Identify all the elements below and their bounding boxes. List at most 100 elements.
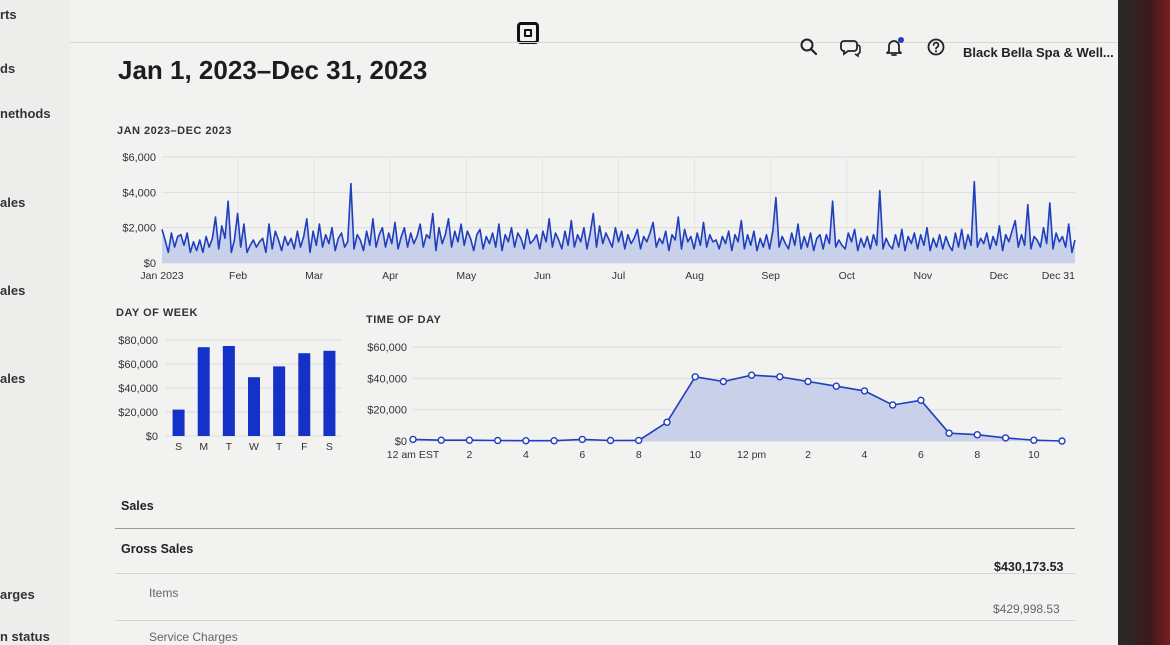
- x-tick-label: S: [326, 441, 333, 453]
- bar: [298, 353, 311, 436]
- sidebar-item-payment-methods[interactable]: nethods: [0, 106, 51, 121]
- time-of-day-chart[interactable]: $60,000 $40,000 $20,000 $012 am EST 2 4 6 8 10 12…: [360, 336, 1080, 476]
- x-tick-label: Dec 31: [1042, 270, 1075, 282]
- series-area: [413, 375, 1062, 441]
- x-tick-label: Mar: [305, 270, 324, 282]
- x-tick-label: Jun: [534, 270, 551, 282]
- notifications-bell-icon[interactable]: [883, 36, 905, 58]
- square-logo-icon[interactable]: [517, 22, 539, 44]
- data-point: [409, 435, 417, 444]
- x-tick-label: 8: [636, 449, 642, 461]
- data-point: [1030, 436, 1038, 444]
- x-tick-label: Jul: [612, 270, 625, 282]
- sales-section-title: Sales: [121, 499, 154, 513]
- x-tick-label: 8: [974, 449, 980, 461]
- y-tick-label: $4,000: [122, 187, 156, 199]
- sidebar-item-sales-1[interactable]: ales: [0, 195, 26, 210]
- row-value: $430,173.53: [994, 560, 1064, 574]
- data-point: [719, 377, 728, 386]
- x-tick-label: Aug: [685, 270, 704, 282]
- y-tick-label: $20,000: [367, 405, 407, 417]
- y-tick-label: $60,000: [118, 359, 158, 371]
- data-point: [917, 396, 925, 405]
- sidebar-item-status[interactable]: n status: [0, 629, 50, 644]
- row-label: Service Charges: [149, 630, 238, 644]
- data-point: [522, 436, 530, 445]
- x-tick-label: May: [456, 270, 477, 282]
- page-title: Jan 1, 2023–Dec 31, 2023: [118, 55, 428, 85]
- x-tick-label: S: [175, 441, 182, 453]
- x-tick-label: 10: [1028, 449, 1040, 461]
- sidebar-nav: rts ds nethods ales ales ales arges n st…: [0, 0, 70, 645]
- bar: [273, 366, 286, 436]
- sidebar-item-sales-3[interactable]: ales: [0, 371, 26, 386]
- data-point: [635, 436, 643, 445]
- x-tick-label: 4: [523, 449, 529, 461]
- row-divider: [115, 620, 1075, 621]
- x-tick-label: Apr: [382, 270, 399, 282]
- y-tick-label: $0: [146, 431, 158, 443]
- bar: [323, 350, 336, 436]
- x-tick-label: 2: [805, 449, 811, 461]
- x-tick-label: M: [199, 441, 208, 453]
- x-tick-label: 12 pm: [737, 449, 766, 461]
- y-tick-label: $0: [395, 436, 407, 448]
- x-tick-label: Oct: [839, 270, 855, 282]
- monitor-bezel: [1118, 0, 1170, 645]
- y-tick-label: $0: [144, 258, 156, 270]
- x-tick-label: 2: [467, 449, 473, 461]
- x-tick-label: F: [301, 441, 307, 453]
- row-label: Items: [149, 586, 179, 600]
- bar: [172, 409, 185, 436]
- x-tick-label: W: [249, 441, 259, 453]
- help-icon[interactable]: [925, 36, 947, 58]
- y-tick-label: $2,000: [122, 223, 156, 235]
- data-point: [747, 371, 756, 379]
- data-point: [1058, 437, 1066, 445]
- row-divider: [115, 573, 1075, 574]
- data-point: [776, 373, 784, 381]
- sidebar-item-cards[interactable]: ds: [0, 61, 16, 76]
- screen: rts ds nethods ales ales ales arges n st…: [0, 0, 1118, 645]
- data-point: [973, 430, 981, 439]
- data-point: [550, 436, 558, 445]
- row-label: Gross Sales: [121, 542, 194, 556]
- header-divider: [70, 42, 1118, 43]
- y-tick-label: $40,000: [367, 373, 407, 385]
- y-tick-label: $80,000: [118, 335, 158, 347]
- bar: [197, 347, 210, 436]
- data-point: [578, 435, 587, 444]
- data-point: [663, 418, 671, 426]
- y-tick-label: $20,000: [118, 407, 158, 419]
- data-point: [691, 373, 699, 381]
- data-point: [945, 429, 953, 437]
- data-point: [804, 377, 812, 386]
- x-tick-label: Feb: [229, 270, 247, 282]
- search-icon[interactable]: [798, 36, 820, 58]
- trend-chart-title: JAN 2023–DEC 2023: [117, 125, 232, 137]
- x-tick-label: T: [226, 441, 233, 453]
- sidebar-item-sales-2[interactable]: ales: [0, 283, 26, 298]
- x-tick-label: 10: [689, 449, 701, 461]
- x-tick-label: T: [276, 441, 283, 453]
- account-name-menu[interactable]: Black Bella Spa & Well...: [963, 45, 1114, 60]
- bar: [222, 346, 235, 436]
- x-tick-label: 6: [579, 449, 585, 461]
- sales-header-divider: [115, 528, 1075, 529]
- sidebar-item-charges[interactable]: arges: [0, 587, 35, 602]
- day-of-week-chart[interactable]: $80,000 $60,000 $40,000 $20,000 $0 S M T W T F S: [110, 328, 355, 460]
- y-tick-label: $60,000: [367, 342, 407, 354]
- time-of-day-title: TIME OF DAY: [366, 314, 442, 326]
- messages-icon[interactable]: [840, 36, 862, 58]
- series-line: [412, 374, 1063, 442]
- x-tick-label: Dec: [990, 270, 1009, 282]
- data-point: [606, 436, 615, 445]
- data-point: [832, 382, 840, 390]
- x-tick-label: Sep: [761, 270, 780, 282]
- day-of-week-title: DAY OF WEEK: [116, 307, 198, 319]
- x-tick-label: Nov: [913, 270, 932, 282]
- y-tick-label: $6,000: [122, 152, 156, 164]
- x-tick-label: 4: [862, 449, 868, 461]
- sidebar-item-reports[interactable]: rts: [0, 7, 17, 22]
